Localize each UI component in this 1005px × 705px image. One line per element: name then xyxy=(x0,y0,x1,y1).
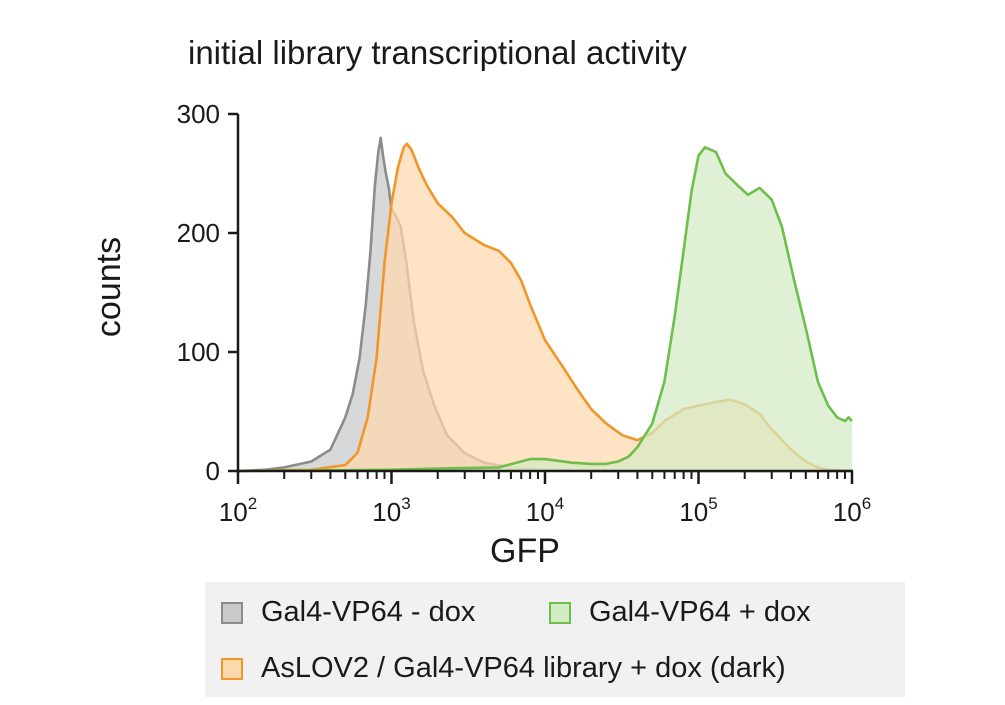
legend-swatch-orange xyxy=(221,657,243,680)
legend-swatch-green xyxy=(549,601,571,624)
legend-swatch-gray xyxy=(221,601,243,624)
y-tick-label: 300 xyxy=(177,99,220,129)
y-tick-label: 100 xyxy=(177,337,220,367)
chart-title: initial library transcriptional activity xyxy=(188,34,687,71)
series-line-2 xyxy=(237,146,853,473)
x-tick-label: 105 xyxy=(679,494,717,527)
x-tick-label: 102 xyxy=(219,494,257,527)
legend-label: AsLOV2 / Gal4-VP64 library + dox (dark) xyxy=(261,652,786,684)
legend-item-gal4-plus-dox: Gal4-VP64 + dox xyxy=(549,596,811,629)
x-tick-label: 106 xyxy=(833,494,871,527)
x-tick-label: 104 xyxy=(526,494,564,527)
series-area-2 xyxy=(238,147,852,472)
y-axis-label: counts xyxy=(90,237,128,337)
legend: Gal4-VP64 - dox Gal4-VP64 + dox AsLOV2 /… xyxy=(205,582,905,697)
x-axis-label: GFP xyxy=(490,532,560,570)
legend-item-gal4-minus-dox: Gal4-VP64 - dox xyxy=(221,596,475,629)
legend-item-library-dark: AsLOV2 / Gal4-VP64 library + dox (dark) xyxy=(221,652,786,685)
legend-label: Gal4-VP64 + dox xyxy=(589,596,811,628)
legend-label: Gal4-VP64 - dox xyxy=(261,596,476,628)
y-tick-label: 200 xyxy=(177,218,220,248)
x-tick-label: 103 xyxy=(372,494,410,527)
series-area-1 xyxy=(238,143,852,472)
y-tick-label: 0 xyxy=(206,456,220,486)
